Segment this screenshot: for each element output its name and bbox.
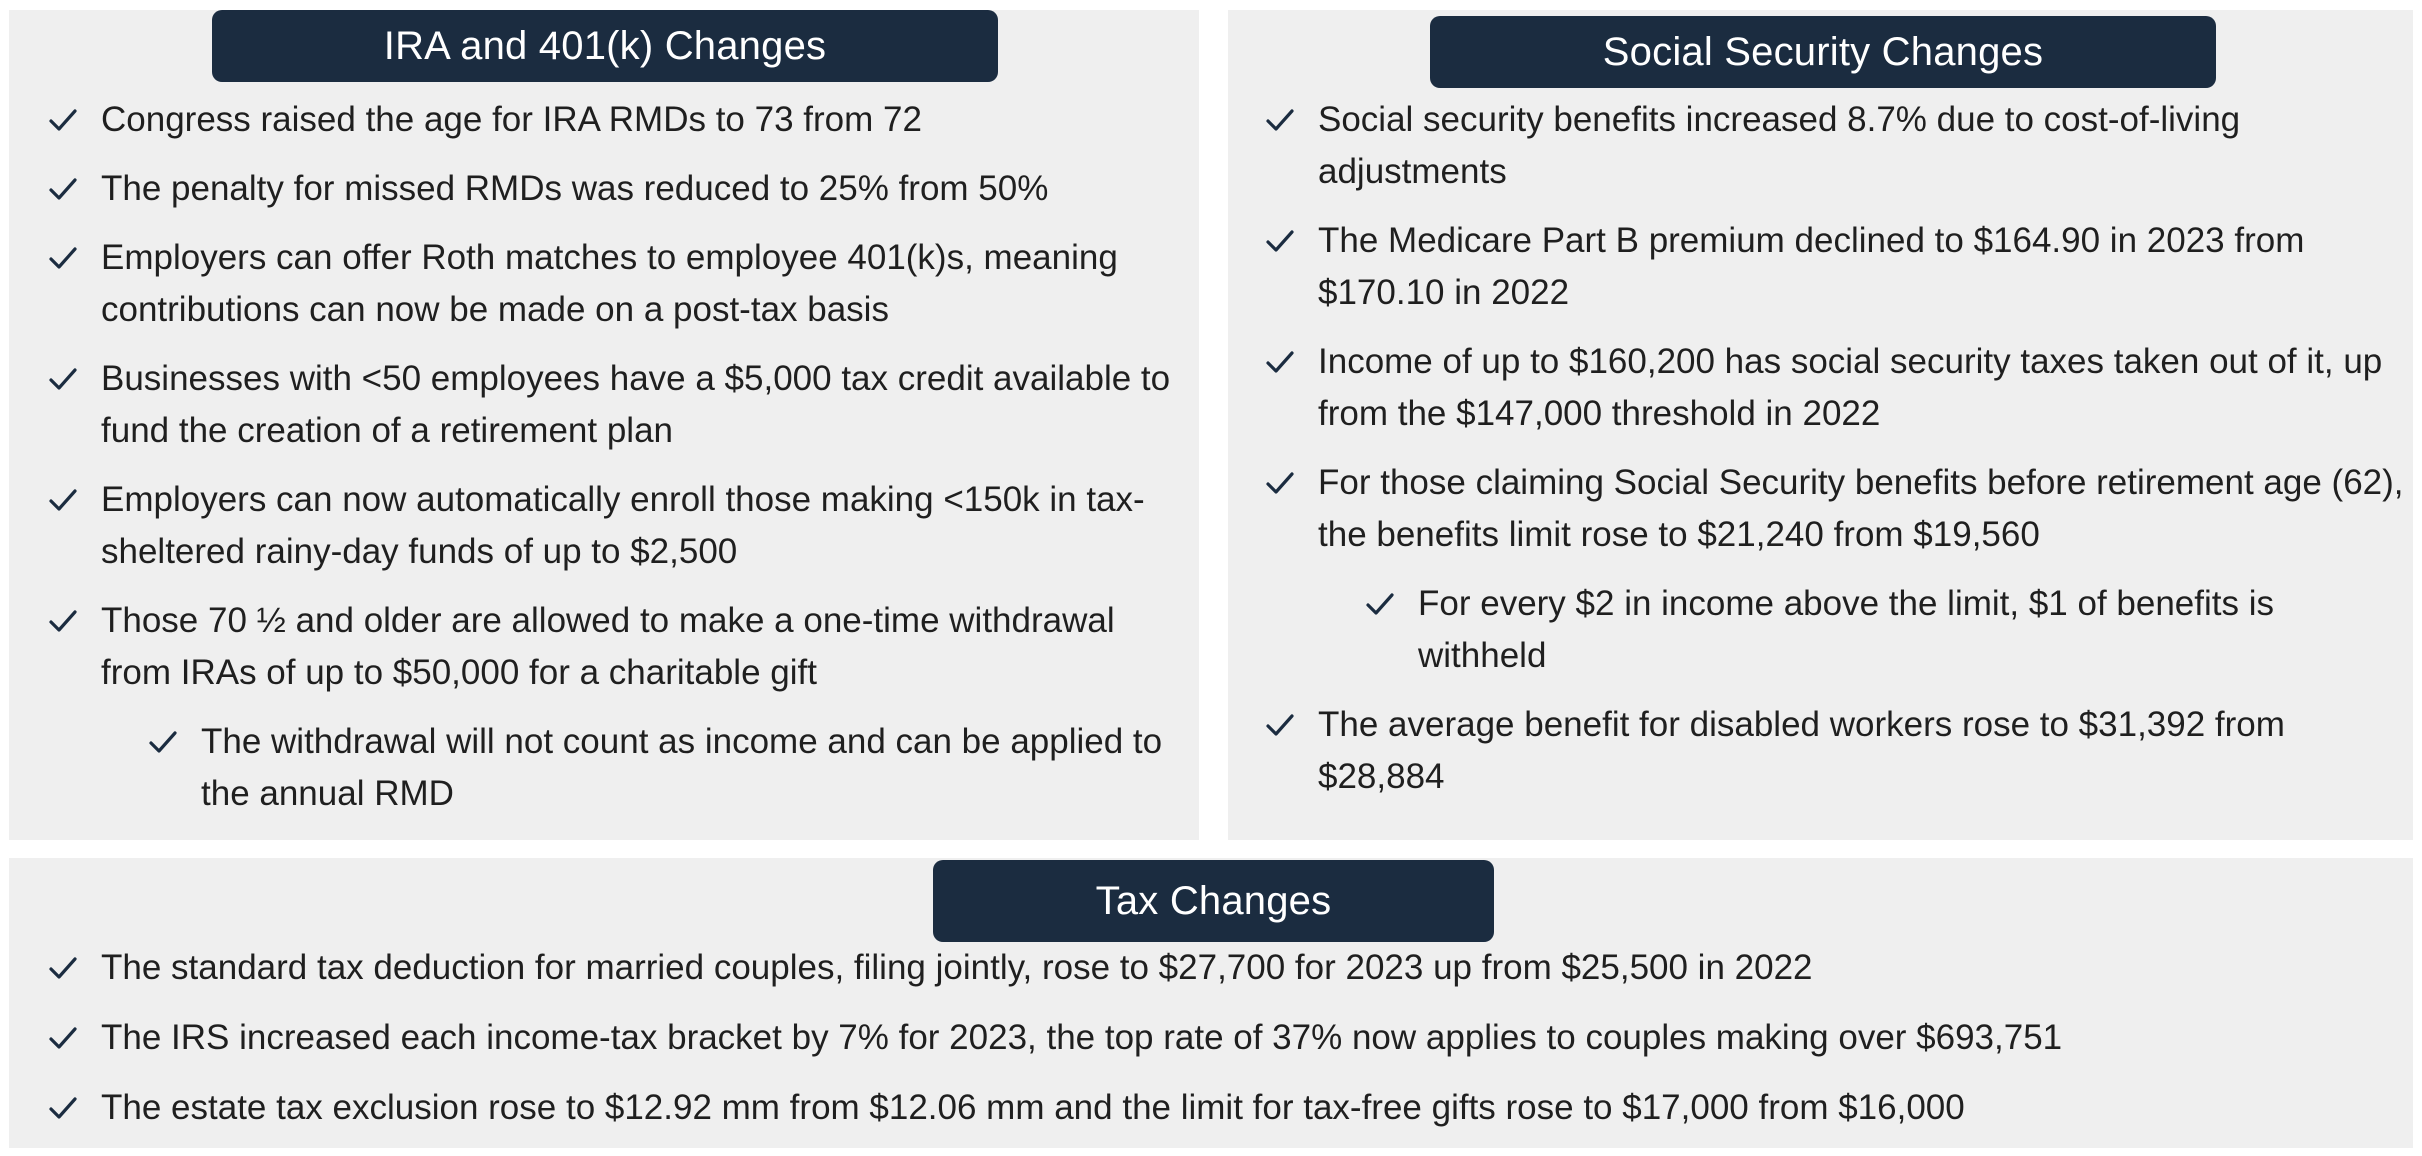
bullet-text: Income of up to $160,200 has social secu…	[1318, 342, 2383, 433]
ira-401k-panel: IRA and 401(k) Changes Congress raised t…	[9, 10, 1199, 840]
bullet-text: The Medicare Part B premium declined to …	[1318, 221, 2305, 312]
sub-bullet-item: The withdrawal will not count as income …	[131, 716, 1191, 820]
bullet-text: Employers can offer Roth matches to empl…	[101, 238, 1118, 329]
bullet-item: The penalty for missed RMDs was reduced …	[31, 163, 1191, 215]
bullet-item: The estate tax exclusion rose to $12.92 …	[31, 1082, 2411, 1134]
checkmark-icon	[43, 1082, 83, 1134]
checkmark-icon	[143, 716, 183, 768]
checkmark-icon	[1260, 215, 1300, 267]
bullet-text: Employers can now automatically enroll t…	[101, 480, 1145, 571]
checkmark-icon	[1260, 457, 1300, 509]
bullet-text: Congress raised the age for IRA RMDs to …	[101, 100, 922, 139]
bullet-item: The standard tax deduction for married c…	[31, 942, 2411, 994]
checkmark-icon	[1260, 336, 1300, 388]
checkmark-icon	[43, 163, 83, 215]
bullet-item: Employers can now automatically enroll t…	[31, 474, 1191, 578]
checkmark-icon	[43, 232, 83, 284]
sub-bullet-item: For every $2 in income above the limit, …	[1348, 578, 2408, 682]
tax-title: Tax Changes	[933, 860, 1494, 942]
bullet-text: The standard tax deduction for married c…	[101, 948, 1813, 987]
social-security-panel: Social Security Changes Social security …	[1228, 10, 2413, 840]
bullet-text: For every $2 in income above the limit, …	[1418, 584, 2274, 675]
bullet-item: The IRS increased each income-tax bracke…	[31, 1012, 2411, 1064]
checkmark-icon	[43, 474, 83, 526]
bullet-text: Those 70 ½ and older are allowed to make…	[101, 601, 1115, 692]
ira-401k-title: IRA and 401(k) Changes	[212, 10, 998, 82]
checkmark-icon	[43, 595, 83, 647]
checkmark-icon	[43, 942, 83, 994]
tax-panel: Tax Changes The standard tax deduction f…	[9, 858, 2413, 1148]
bullet-item: Social security benefits increased 8.7% …	[1248, 94, 2408, 198]
bullet-text: For those claiming Social Security benef…	[1318, 463, 2404, 554]
bullet-text: The IRS increased each income-tax bracke…	[101, 1018, 2063, 1057]
checkmark-icon	[1260, 94, 1300, 146]
checkmark-icon	[43, 94, 83, 146]
bullet-item: The average benefit for disabled workers…	[1248, 699, 2408, 803]
bullet-item: Congress raised the age for IRA RMDs to …	[31, 94, 1191, 146]
checkmark-icon	[1260, 699, 1300, 751]
bullet-text: The average benefit for disabled workers…	[1318, 705, 2285, 796]
bullet-text: The withdrawal will not count as income …	[201, 722, 1163, 813]
bullet-item: Those 70 ½ and older are allowed to make…	[31, 595, 1191, 699]
checkmark-icon	[43, 353, 83, 405]
ira-401k-list: Congress raised the age for IRA RMDs to …	[31, 94, 1191, 837]
checkmark-icon	[1360, 578, 1400, 630]
bullet-item: Income of up to $160,200 has social secu…	[1248, 336, 2408, 440]
bullet-item: Businesses with <50 employees have a $5,…	[31, 353, 1191, 457]
bullet-item: For those claiming Social Security benef…	[1248, 457, 2408, 561]
bullet-text: Businesses with <50 employees have a $5,…	[101, 359, 1171, 450]
checkmark-icon	[43, 1012, 83, 1064]
bullet-text: The estate tax exclusion rose to $12.92 …	[101, 1088, 1965, 1127]
bullet-text: The penalty for missed RMDs was reduced …	[101, 169, 1049, 208]
tax-list: The standard tax deduction for married c…	[31, 942, 2411, 1152]
social-security-list: Social security benefits increased 8.7% …	[1248, 94, 2408, 820]
bullet-item: Employers can offer Roth matches to empl…	[31, 232, 1191, 336]
bullet-text: Social security benefits increased 8.7% …	[1318, 100, 2241, 191]
social-security-title: Social Security Changes	[1430, 16, 2216, 88]
bullet-item: The Medicare Part B premium declined to …	[1248, 215, 2408, 319]
